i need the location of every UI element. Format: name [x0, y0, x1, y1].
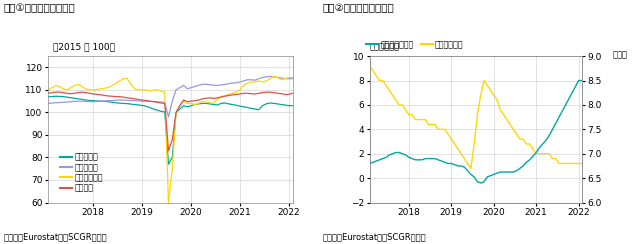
資本財売上高	[240, 84, 248, 87]
小売売上高	[266, 75, 274, 78]
鉱工業生産	[289, 104, 296, 107]
輸出数量	[165, 149, 172, 152]
資本財売上高	[289, 76, 296, 79]
資本財売上高	[44, 88, 52, 91]
輸出数量	[244, 92, 251, 95]
輸出数量	[123, 96, 131, 99]
資本財売上高	[150, 88, 158, 91]
資本財売上高	[154, 88, 161, 91]
鉱工業生産	[123, 102, 131, 105]
Legend: 鉱工業生産, 小売売上高, 資本財売上高, 輸出数量: 鉱工業生産, 小売売上高, 資本財売上高, 輸出数量	[57, 150, 107, 195]
小売売上高	[240, 80, 248, 82]
鉱工業生産	[44, 95, 52, 98]
Text: （前年比％）: （前年比％）	[370, 43, 400, 52]
輸出数量	[157, 102, 165, 104]
Text: （出所：EurostatよりSCGR作成）: （出所：EurostatよりSCGR作成）	[323, 233, 426, 242]
Line: 鉱工業生産: 鉱工業生産	[48, 96, 293, 164]
鉱工業生産	[67, 96, 75, 99]
小売売上高	[105, 99, 113, 102]
輸出数量	[289, 92, 296, 95]
Y-axis label: （％）: （％）	[613, 50, 628, 59]
輸出数量	[44, 92, 52, 95]
鉱工業生産	[165, 163, 172, 166]
Legend: 消費者物価指数, 失業率（右）: 消費者物価指数, 失業率（右）	[363, 37, 467, 52]
資本財売上高	[165, 201, 172, 204]
輸出数量	[52, 91, 60, 94]
小売売上高	[150, 100, 158, 103]
資本財売上高	[270, 75, 278, 78]
Text: 図表②　物価・雇用指標: 図表② 物価・雇用指標	[323, 4, 395, 14]
小売売上高	[289, 77, 296, 80]
小売売上高	[165, 115, 172, 118]
鉱工業生産	[157, 110, 165, 113]
輸出数量	[108, 95, 116, 98]
輸出数量	[154, 101, 161, 104]
小売売上高	[120, 99, 127, 102]
鉱工業生産	[154, 109, 161, 112]
Line: 小売売上高: 小売売上高	[48, 76, 293, 117]
鉱工業生産	[108, 101, 116, 104]
鉱工業生産	[52, 95, 60, 98]
輸出数量	[67, 92, 75, 95]
資本財売上高	[63, 88, 71, 91]
Line: 資本財売上高: 資本財売上高	[48, 76, 293, 203]
Text: （出所：EurostatよりSCGR作成）: （出所：EurostatよりSCGR作成）	[3, 233, 107, 242]
小売売上高	[154, 100, 161, 103]
資本財売上高	[105, 86, 113, 89]
Text: 図表①　需給の経済指標: 図表① 需給の経済指標	[3, 4, 75, 14]
Line: 輸出数量: 輸出数量	[48, 92, 293, 151]
Text: （2015 ＝ 100）: （2015 ＝ 100）	[53, 43, 115, 52]
鉱工業生産	[244, 106, 251, 109]
小売売上高	[44, 102, 52, 105]
資本財売上高	[120, 77, 127, 80]
小売売上高	[63, 101, 71, 103]
